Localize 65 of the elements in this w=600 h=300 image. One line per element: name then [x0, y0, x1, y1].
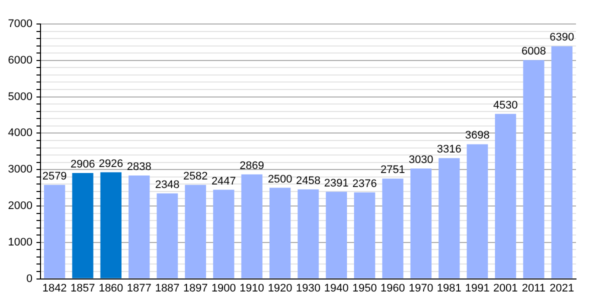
x-tick-label: 1897 [183, 282, 208, 294]
bar [326, 192, 347, 278]
data-label: 2838 [126, 161, 152, 174]
bar [241, 174, 262, 278]
y-tick-label: 4000 [8, 127, 32, 140]
x-tick-label: 1960 [380, 282, 406, 294]
bar [128, 175, 150, 278]
x-tick-label: 1930 [296, 282, 320, 294]
bar [410, 168, 432, 278]
data-label: 3030 [408, 154, 434, 166]
bar [44, 184, 66, 278]
data-label: 4530 [493, 99, 518, 112]
x-tick-label: 1887 [155, 282, 180, 294]
x-tick-label: 1991 [465, 282, 490, 294]
data-label: 3698 [465, 130, 490, 142]
bar [551, 46, 572, 278]
data-label: 2869 [240, 160, 264, 172]
bar [298, 189, 319, 278]
data-label: 2926 [98, 158, 124, 170]
x-tick-label: 1877 [126, 282, 152, 294]
x-tick-label: 1910 [240, 282, 264, 294]
x-tick-label: 1860 [98, 282, 124, 294]
bar [382, 178, 404, 278]
x-tick-label: 1857 [70, 282, 95, 294]
bar [100, 172, 122, 278]
bar [523, 60, 544, 278]
y-tick-label: 7000 [8, 18, 32, 30]
bar [466, 144, 488, 278]
bar [494, 114, 516, 278]
x-tick-label: 1900 [211, 282, 236, 294]
y-tick-label: 2000 [8, 200, 32, 212]
data-label: 2906 [70, 158, 95, 171]
x-tick-label: 1981 [436, 282, 462, 294]
x-tick-label: 2001 [493, 282, 518, 294]
x-tick-label: 1950 [352, 282, 377, 294]
x-tick-label: 1842 [42, 282, 67, 294]
bar [269, 188, 291, 278]
data-label: 2500 [268, 173, 292, 186]
y-tick-label: 1000 [8, 236, 32, 248]
data-label: 2458 [296, 174, 320, 187]
data-label: 2582 [183, 170, 208, 182]
bar [438, 158, 460, 278]
x-tick-label: 1970 [408, 282, 434, 294]
bar [213, 190, 234, 278]
data-label: 6390 [550, 32, 574, 44]
y-tick-label: 5000 [8, 90, 32, 103]
data-label: 3316 [436, 144, 462, 156]
y-tick-label: 3000 [8, 164, 32, 176]
data-label: 2447 [211, 175, 236, 188]
x-tick-label: 1920 [268, 282, 292, 294]
bar [184, 184, 206, 278]
data-label: 6008 [521, 46, 546, 58]
data-label: 2348 [155, 178, 180, 191]
data-label: 2751 [380, 164, 406, 176]
bar [354, 192, 376, 278]
data-label: 2579 [42, 170, 67, 182]
y-tick-label: 6000 [8, 54, 32, 66]
bar [72, 173, 94, 278]
bar [156, 193, 178, 278]
y-tick-label: 0 [26, 272, 32, 285]
x-tick-label: 2011 [522, 282, 546, 294]
data-label: 2376 [352, 178, 377, 190]
data-label: 2391 [324, 177, 349, 190]
x-tick-label: 1940 [324, 282, 349, 294]
x-tick-label: 2021 [550, 282, 574, 294]
